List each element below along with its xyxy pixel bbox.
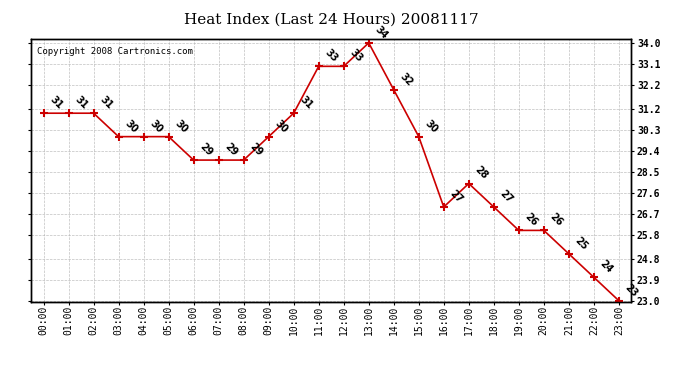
- Text: 29: 29: [248, 141, 264, 158]
- Text: 30: 30: [148, 118, 164, 135]
- Text: 26: 26: [548, 211, 564, 228]
- Text: 31: 31: [48, 94, 64, 111]
- Text: 28: 28: [473, 165, 490, 182]
- Text: 34: 34: [373, 24, 389, 41]
- Text: 24: 24: [598, 258, 615, 275]
- Text: Heat Index (Last 24 Hours) 20081117: Heat Index (Last 24 Hours) 20081117: [184, 13, 478, 27]
- Text: 27: 27: [448, 188, 464, 205]
- Text: 30: 30: [273, 118, 289, 135]
- Text: 27: 27: [498, 188, 515, 205]
- Text: 29: 29: [198, 141, 215, 158]
- Text: 32: 32: [398, 71, 415, 88]
- Text: 31: 31: [72, 94, 89, 111]
- Text: 23: 23: [623, 282, 640, 298]
- Text: 31: 31: [98, 94, 115, 111]
- Text: 31: 31: [298, 94, 315, 111]
- Text: 29: 29: [223, 141, 239, 158]
- Text: 33: 33: [323, 48, 339, 64]
- Text: 30: 30: [123, 118, 139, 135]
- Text: 30: 30: [423, 118, 440, 135]
- Text: 25: 25: [573, 235, 589, 252]
- Text: 26: 26: [523, 211, 540, 228]
- Text: Copyright 2008 Cartronics.com: Copyright 2008 Cartronics.com: [37, 47, 193, 56]
- Text: 33: 33: [348, 48, 364, 64]
- Text: 30: 30: [172, 118, 189, 135]
